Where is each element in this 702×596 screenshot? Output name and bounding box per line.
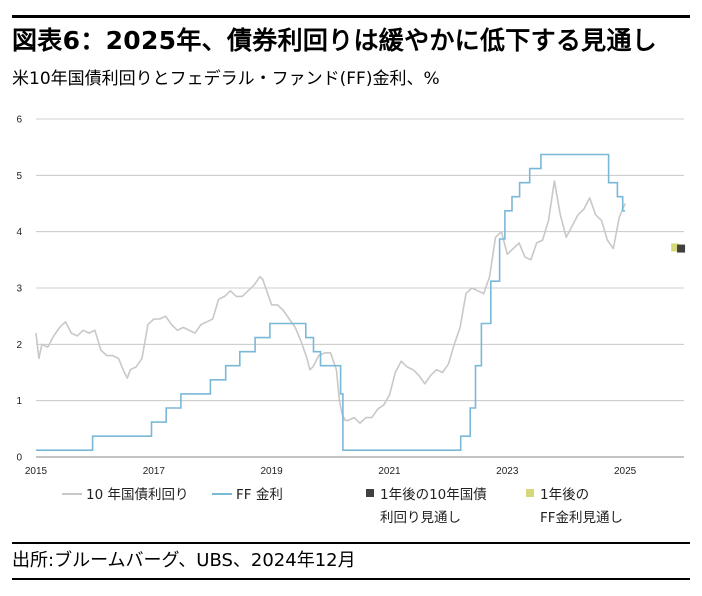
x-tick-labels: 2015 2017 2019 2021 2023 2025 [25, 466, 637, 477]
forecast-markers [671, 243, 686, 253]
y-tick-4: 4 [16, 227, 22, 238]
chart-title: 図表6：2025年、債券利回りは緩やかに低下する見通し [12, 26, 658, 55]
series-line-ff-rate [36, 153, 626, 451]
legend-label-10y: 10 年国債利回り [86, 487, 188, 503]
legend: 10 年国債利回り FF 金利 1年後の10年国債 利回り見通し 1年後の FF… [62, 487, 623, 526]
source-bottom-rule [12, 578, 690, 580]
x-tick-2017: 2017 [143, 466, 166, 477]
legend-swatch-ff-forecast [526, 489, 534, 497]
legend-label-10y-forecast-2: 利回り見通し [380, 510, 461, 526]
legend-label-ff-forecast-2: FF金利見通し [540, 510, 623, 526]
y-tick-2: 2 [16, 340, 22, 351]
x-tick-2023: 2023 [496, 466, 519, 477]
title-top-rule [12, 15, 690, 18]
y-tick-5: 5 [16, 171, 22, 182]
legend-label-ff-forecast-1: 1年後の [540, 487, 589, 503]
legend-label-10y-forecast-1: 1年後の10年国債 [380, 487, 487, 503]
y-tick-6: 6 [16, 115, 22, 126]
forecast-marker-10y [677, 244, 686, 253]
series-lines [35, 153, 626, 451]
chart-subtitle: 米10年国債利回りとフェデラル・ファンド(FF)金利、% [12, 69, 440, 89]
x-tick-2015: 2015 [25, 466, 48, 477]
line-chart: 0 1 2 3 4 5 6 2015 2017 2019 2021 2023 2025 10 年国債利… [16, 115, 686, 526]
series-line-10y-yield [35, 180, 626, 424]
x-tick-2019: 2019 [261, 466, 284, 477]
source-note: 出所:ブルームバーグ、UBS、2024年12月 [12, 550, 356, 571]
x-tick-2025: 2025 [614, 466, 637, 477]
source-top-rule [12, 542, 690, 544]
y-tick-1: 1 [16, 396, 22, 407]
gridlines [36, 118, 684, 458]
x-tick-2021: 2021 [378, 466, 401, 477]
y-tick-3: 3 [16, 284, 22, 295]
y-tick-0: 0 [16, 453, 22, 464]
y-tick-labels: 0 1 2 3 4 5 6 [16, 115, 22, 464]
legend-label-ff: FF 金利 [236, 487, 283, 503]
legend-swatch-10y-forecast [366, 489, 374, 497]
forecast-marker-ff [671, 243, 680, 252]
